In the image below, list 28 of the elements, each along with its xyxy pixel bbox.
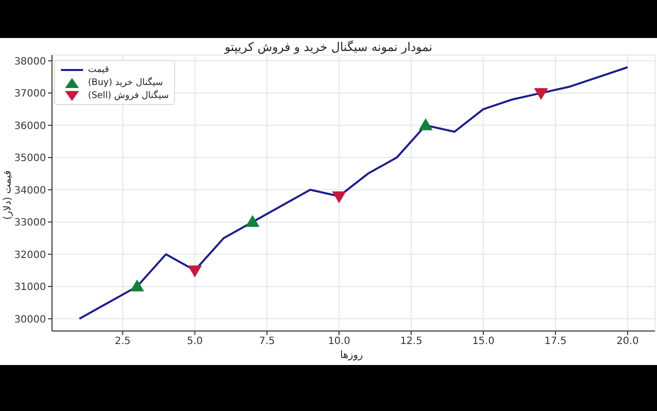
x-tick-label: 5.0: [186, 336, 203, 348]
legend-label: سیگنال خرید (Buy): [88, 78, 163, 88]
legend-label: سیگنال فروش (Sell): [88, 90, 169, 100]
x-tick-label: 7.5: [258, 336, 275, 348]
y-tick-label: 38000: [14, 56, 46, 68]
line-series: [78, 66, 629, 320]
x-tick-label: 10.0: [328, 336, 350, 348]
y-tick-label: 31000: [14, 282, 46, 294]
y-tick-label: 36000: [14, 120, 46, 132]
y-tick-label: 34000: [14, 185, 46, 196]
chart-title: نمودار نمونه سیگنال خرید و فروش کریپتو: [223, 40, 434, 54]
point: [332, 191, 346, 204]
x-tick-label: 2.5: [114, 336, 131, 348]
y-tick-label: 30000: [14, 314, 46, 326]
legend-label: قیمت: [88, 64, 110, 74]
y-tick-label: 37000: [14, 88, 46, 100]
y-tick-label: 33000: [14, 218, 46, 229]
y-tick-label: 32000: [14, 250, 46, 261]
x-tick-label: 17.5: [544, 336, 567, 348]
point: [534, 88, 548, 100]
point: [130, 280, 144, 292]
point: [246, 215, 260, 227]
x-tick-label: 20.0: [616, 336, 639, 348]
y-axis-title: قیمت (دلار): [2, 170, 14, 220]
x-axis-title: روزها: [339, 350, 364, 361]
y-tick-label: 35000: [14, 153, 46, 164]
x-tick-label: 15.0: [472, 336, 494, 348]
x-tick-label: 12.5: [400, 336, 422, 348]
